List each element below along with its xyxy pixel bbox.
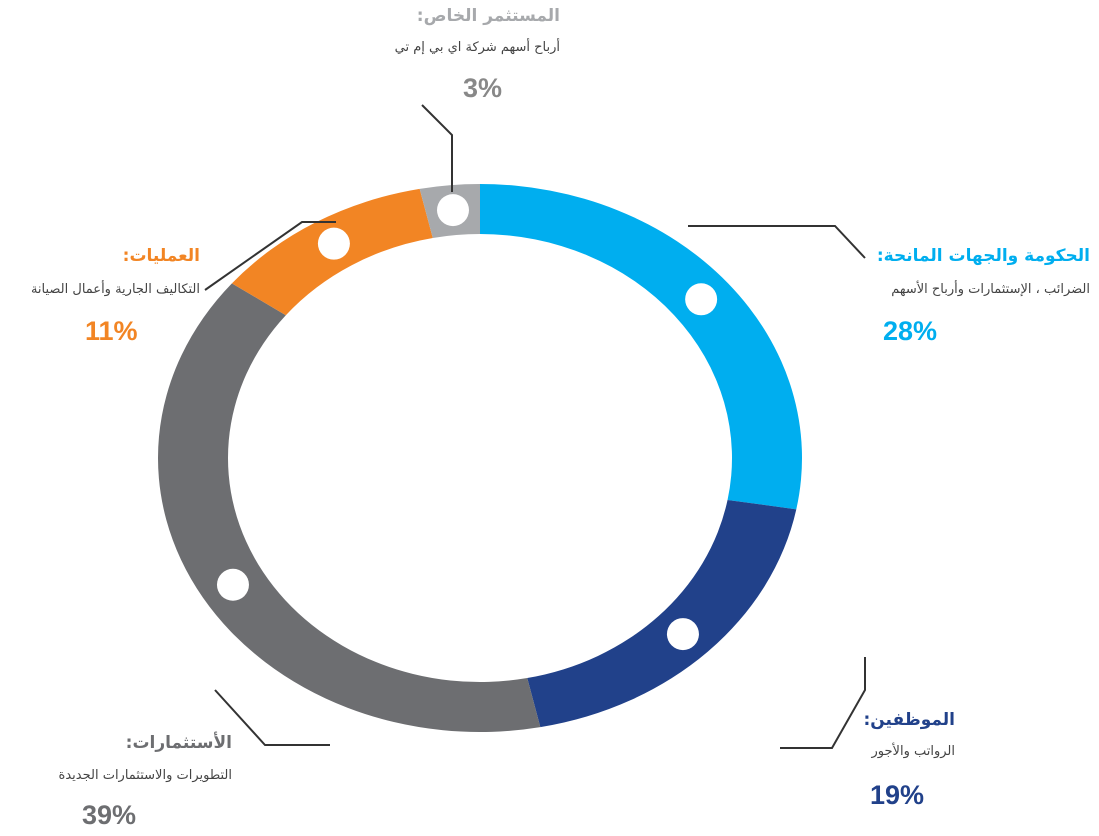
label-subtitle: التكاليف الجارية وأعمال الصيانة — [30, 282, 200, 297]
slice-dot — [216, 568, 249, 601]
label-title: الأستثمارات: — [125, 733, 232, 753]
value-label: 39% — [82, 800, 137, 830]
label-title: المستثمر الخاص: — [416, 6, 560, 26]
label-subtitle: الضرائب ، الإستثمارات وأرباح الأسهم — [891, 282, 1090, 297]
leader-line — [421, 104, 453, 192]
value-label: 11% — [85, 316, 138, 346]
leader-line — [214, 689, 330, 746]
slice — [157, 283, 541, 732]
label-subtitle: أرباح أسهم شركة اي بي إم تي — [394, 40, 560, 55]
slice-dot — [685, 283, 718, 316]
slice — [527, 499, 797, 728]
slice-dot — [436, 194, 469, 227]
value-label: 3% — [463, 73, 503, 103]
leader-line — [688, 225, 866, 259]
leader-line — [204, 221, 336, 291]
slices — [157, 184, 802, 732]
leader-line — [780, 657, 866, 749]
label-subtitle: التطويرات والاستثمارات الجديدة — [58, 768, 232, 783]
label-title: العمليات: — [122, 246, 200, 266]
value-label: 28% — [883, 316, 938, 346]
label-subtitle: الرواتب والأجور — [871, 744, 955, 759]
slice-dot — [317, 227, 350, 260]
value-label: 19% — [870, 780, 925, 810]
label-title: الموظفين: — [863, 710, 955, 730]
label-title: الحكومة والجهات المانحة: — [876, 246, 1090, 266]
slice — [480, 184, 802, 510]
slice-dot — [666, 618, 699, 651]
